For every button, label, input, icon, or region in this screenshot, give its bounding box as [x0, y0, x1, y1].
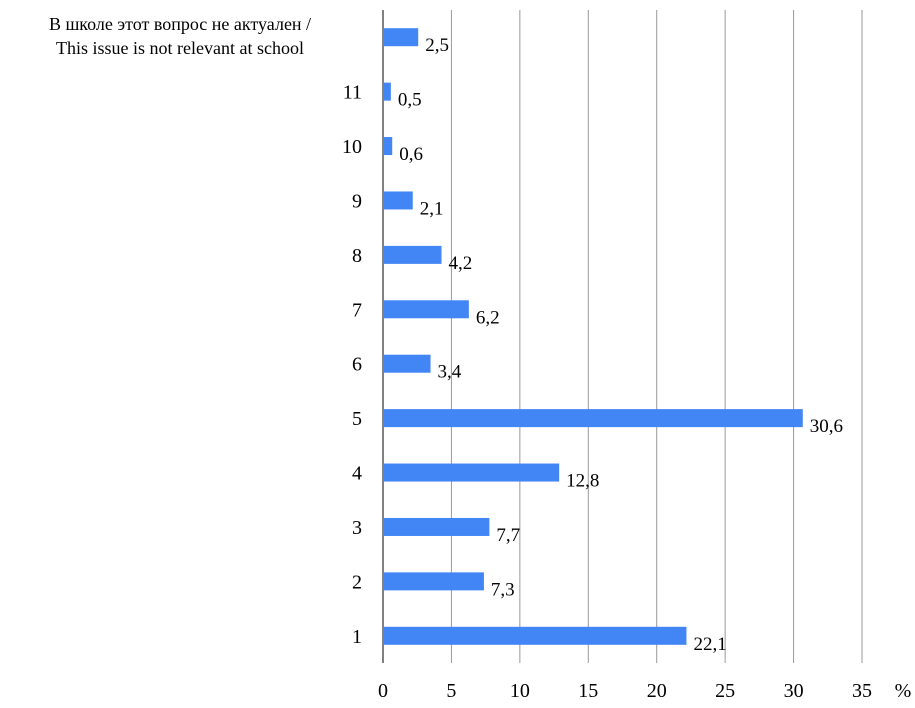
data-label: 12,8	[566, 471, 599, 492]
bar	[384, 572, 484, 591]
bars	[384, 28, 803, 645]
data-label: 2,5	[425, 35, 449, 56]
y-tick-label: 7	[352, 299, 362, 321]
bar	[384, 463, 560, 482]
bar	[384, 626, 687, 645]
data-label: 2,1	[420, 198, 444, 219]
data-label: 4,2	[448, 253, 472, 274]
data-label: 22,1	[693, 634, 726, 655]
y-tick-label: 11	[343, 82, 362, 104]
bar	[384, 82, 391, 101]
bar	[384, 517, 490, 536]
y-tick-label: 3	[352, 517, 362, 539]
data-label: 7,7	[496, 525, 520, 546]
data-label: 6,2	[476, 307, 500, 328]
x-tick-label: 30	[784, 680, 804, 702]
bar	[384, 409, 803, 428]
bar	[384, 137, 393, 156]
y-tick-label: 5	[352, 408, 362, 430]
x-tick-label: 0	[378, 680, 388, 702]
bar	[384, 28, 419, 47]
y-tick-label: 1	[352, 626, 362, 648]
data-label: 30,6	[810, 416, 843, 437]
y-tick-label: 8	[352, 245, 362, 267]
x-tick-label: 25	[715, 680, 735, 702]
x-tick-label: 5	[446, 680, 456, 702]
bar	[384, 354, 431, 373]
data-label: 3,4	[438, 362, 462, 383]
x-tick-label: 35	[852, 680, 872, 702]
bar	[384, 191, 413, 210]
x-tick-label: 15	[578, 680, 598, 702]
data-label: 7,3	[491, 579, 515, 600]
labels: 22,1 1 7,3 2 7,7 3 12,8 4 30,6 5 3,4 6 6,2 7 4,2 8 2,1 9 0…	[49, 14, 872, 702]
x-axis-unit-label: %	[895, 680, 912, 702]
y-tick-label: 2	[352, 571, 362, 593]
y-tick-label: 9	[352, 190, 362, 212]
bar	[384, 245, 442, 264]
y-tick-label: 6	[352, 354, 362, 376]
x-tick-label: 10	[510, 680, 530, 702]
data-label: 0,6	[399, 144, 423, 165]
y-tick-label: 10	[342, 136, 362, 158]
y-tick-label: В школе этот вопрос не актуален / This is…	[49, 14, 311, 58]
y-tick-label: 4	[352, 463, 362, 485]
grid-lines	[382, 10, 863, 663]
bar	[384, 300, 469, 319]
x-tick-label: 20	[647, 680, 667, 702]
data-label: 0,5	[398, 90, 422, 111]
